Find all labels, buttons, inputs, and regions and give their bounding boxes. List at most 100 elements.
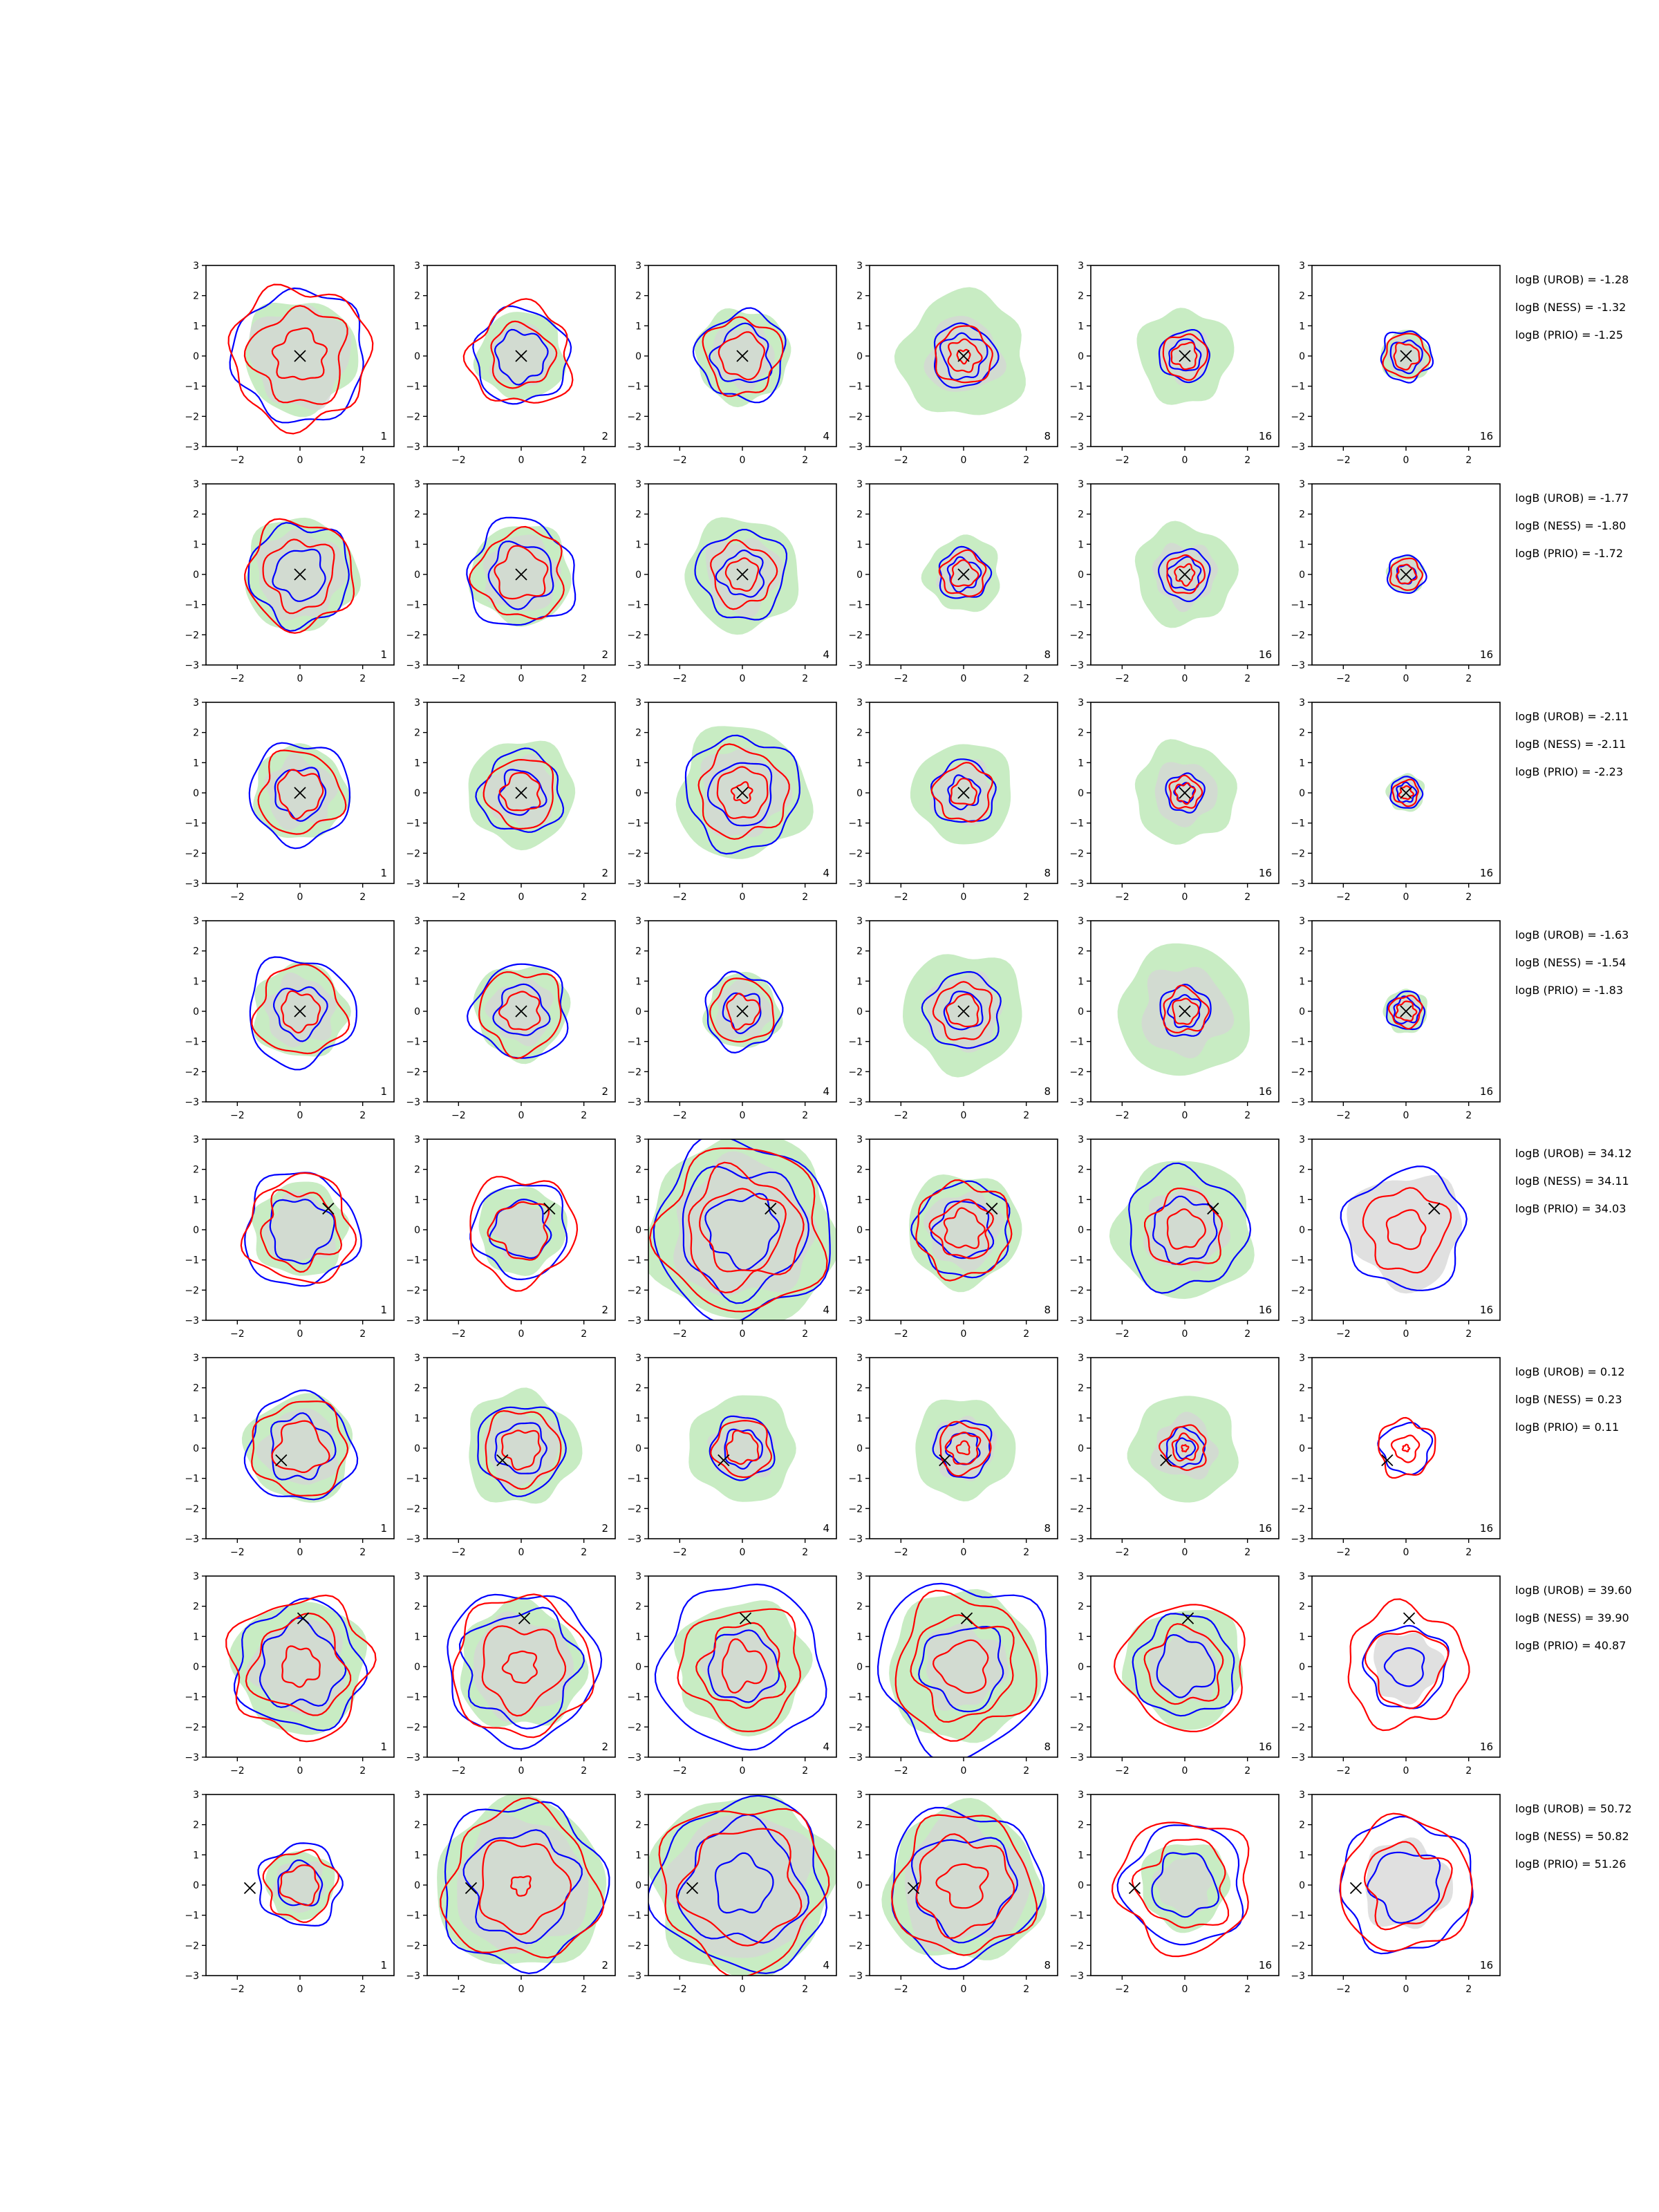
y-tick-label: 2 [193, 1383, 199, 1394]
y-tick-label: −3 [1291, 1534, 1305, 1545]
y-tick-label: 0 [1078, 1225, 1084, 1236]
logb-label: logB (NESS) = -1.32 [1515, 301, 1626, 314]
x-tick-label: 0 [1182, 1110, 1188, 1121]
contour-line-a [1380, 330, 1434, 384]
y-tick-label: 1 [1299, 539, 1305, 550]
y-tick-label: 1 [1299, 976, 1305, 987]
panel-label: 16 [1480, 1085, 1493, 1098]
y-tick-label: −2 [627, 1285, 641, 1296]
contour-line-a [694, 529, 787, 621]
posterior-region [245, 1618, 346, 1716]
panel-label: 8 [1044, 1085, 1051, 1098]
y-tick-label: −2 [1069, 1503, 1084, 1515]
y-tick-label: 0 [856, 1225, 863, 1236]
y-tick-label: 3 [414, 479, 420, 490]
x-tick-label: 2 [1023, 1329, 1029, 1340]
panel: 3 2 1 0 −1 −2 −3 −2 0 2 8 [848, 1571, 1058, 1777]
panel-plot-area [1380, 330, 1434, 384]
contour-line-a [1393, 995, 1421, 1024]
y-tick-label: 0 [414, 788, 420, 799]
y-tick-label: −1 [627, 818, 641, 830]
y-tick-label: −2 [627, 1722, 641, 1733]
panel-label: 4 [823, 1085, 830, 1098]
panel-label: 1 [380, 1085, 387, 1098]
contour-line-a [1165, 1425, 1206, 1468]
y-tick-label: 1 [1078, 1413, 1084, 1424]
y-tick-label: −2 [1291, 1940, 1305, 1951]
x-tick-label: −2 [894, 1110, 908, 1121]
y-tick-label: 0 [856, 1662, 863, 1673]
y-tick-label: −2 [1069, 1940, 1084, 1951]
contour-line-a [722, 992, 762, 1035]
contour-line-b [1166, 554, 1206, 594]
y-tick-label: 2 [1078, 946, 1084, 957]
y-tick-label: 2 [1078, 1820, 1084, 1831]
contour-line-a [272, 548, 326, 602]
x-tick-label: −2 [1115, 1110, 1130, 1121]
y-tick-label: 1 [1299, 321, 1305, 332]
y-tick-label: 2 [193, 509, 199, 521]
logb-label: logB (PRIO) = 0.11 [1515, 1421, 1619, 1434]
y-tick-label: 3 [1078, 916, 1084, 927]
contour-line-b [1171, 1432, 1199, 1462]
panels: 3 2 1 0 −1 −2 −3 −2 0 2 1 3 2 1 0 −1 −2 −3 −2 0 2 2 3 2 1 0 −1 −2 −3… [185, 261, 1501, 1995]
panel: 3 2 1 0 −1 −2 −3 −2 0 2 2 [406, 1790, 616, 1995]
panel-label: 16 [1259, 1304, 1272, 1316]
y-tick-label: 1 [635, 1850, 641, 1861]
x-tick-label: 0 [961, 1547, 967, 1558]
posterior-region [673, 1151, 818, 1296]
x-tick-label: 2 [581, 673, 587, 684]
contour-line-a [1165, 772, 1206, 814]
panel: 3 2 1 0 −1 −2 −3 −2 0 2 16 [1069, 1353, 1280, 1558]
panel-plot-area [244, 517, 361, 634]
y-tick-label: −3 [185, 1097, 199, 1108]
y-tick-label: −2 [185, 1722, 199, 1733]
x-tick-label: −2 [894, 1765, 908, 1777]
logb-label: logB (NESS) = 50.82 [1515, 1830, 1629, 1843]
x-tick-label: 0 [297, 1110, 303, 1121]
contour-line-a [1361, 1624, 1450, 1709]
contour-line-b [695, 1622, 787, 1709]
y-tick-label: 3 [1299, 479, 1305, 490]
panel-label: 2 [601, 1741, 608, 1753]
y-tick-label: −1 [406, 1474, 420, 1485]
contour-line-b [490, 320, 558, 389]
contour-line-b [1389, 557, 1424, 591]
posterior-region [1141, 966, 1235, 1058]
y-tick-label: 3 [1299, 261, 1305, 272]
panel: 3 2 1 0 −1 −2 −3 −2 0 2 1 [185, 1353, 395, 1558]
contour-line-b [260, 1189, 343, 1273]
x-tick-label: 0 [740, 892, 746, 903]
y-tick-label: 2 [193, 1602, 199, 1613]
y-tick-label: 2 [856, 1165, 863, 1176]
panel-label: 16 [1480, 648, 1493, 661]
panel-label: 16 [1480, 867, 1493, 879]
panel-plot-area [1134, 521, 1239, 628]
y-tick-label: 1 [1299, 1413, 1305, 1424]
panel-plot-area [241, 1389, 359, 1503]
panel: 3 2 1 0 −1 −2 −3 −2 0 2 1 [185, 1790, 395, 1995]
y-tick-label: 2 [856, 1602, 863, 1613]
y-tick-label: 0 [193, 351, 199, 362]
y-tick-label: −1 [1291, 818, 1305, 830]
panel: 3 2 1 0 −1 −2 −3 −2 0 2 1 [185, 261, 395, 466]
panel-plot-area [915, 1399, 1016, 1501]
y-tick-label: −1 [627, 1474, 641, 1485]
contour-line-a [692, 307, 787, 404]
y-tick-label: 2 [1299, 1602, 1305, 1613]
y-tick-label: 2 [414, 728, 420, 739]
contour-line-a [233, 1597, 368, 1732]
contour-line-b [485, 1409, 562, 1490]
y-tick-label: 0 [856, 570, 863, 581]
y-tick-label: 0 [1299, 1662, 1305, 1673]
y-tick-label: 2 [856, 291, 863, 302]
y-tick-label: 3 [193, 1790, 199, 1801]
contour-line-a [472, 305, 572, 405]
x-tick-label: −2 [451, 673, 466, 684]
posterior-region [1365, 1837, 1453, 1929]
y-tick-label: 1 [1078, 1631, 1084, 1642]
panel-label: 8 [1044, 648, 1051, 661]
y-tick-label: 1 [193, 539, 199, 550]
contour-line-b [944, 1431, 982, 1465]
contour-line-b [1387, 994, 1423, 1030]
